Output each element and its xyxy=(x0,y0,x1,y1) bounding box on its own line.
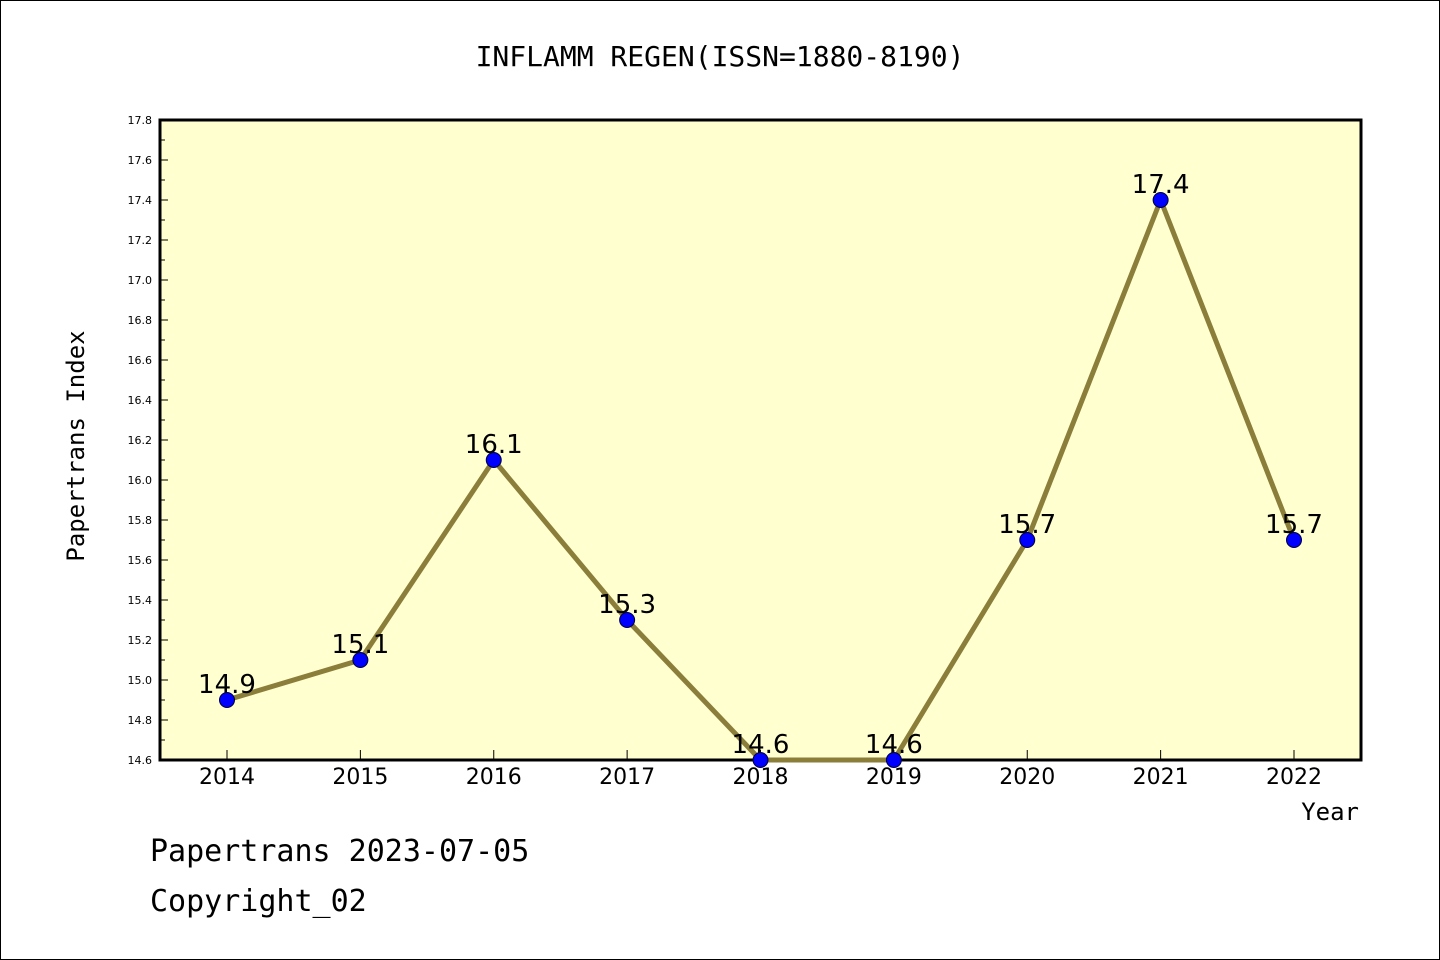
x-tick-label: 2016 xyxy=(466,765,522,790)
y-tick-label: 15.8 xyxy=(128,514,153,527)
y-tick-label: 16.0 xyxy=(128,474,153,487)
series xyxy=(219,192,1302,768)
data-label: 15.1 xyxy=(331,630,389,660)
x-tick-label: 2018 xyxy=(733,765,789,790)
data-point xyxy=(885,752,902,768)
x-tick-label: 2017 xyxy=(599,765,655,790)
footer-copyright: Copyright_02 xyxy=(150,884,367,919)
y-tick-label: 16.4 xyxy=(128,394,153,407)
y-axis-title: Papertrans Index xyxy=(62,330,90,561)
data-point xyxy=(1286,532,1302,548)
data-point xyxy=(352,652,369,668)
x-axis: 2014 2015 2016 2017 2018 2019 2020 2021 2022 xyxy=(199,750,1322,790)
y-tick-label: 17.8 xyxy=(128,114,153,127)
x-tick-label: 2022 xyxy=(1266,765,1322,790)
y-tick-label: 15.2 xyxy=(128,634,153,647)
x-axis-title: Year xyxy=(1301,798,1359,826)
y-tick-label: 17.4 xyxy=(128,194,153,207)
data-point xyxy=(1019,532,1036,548)
chart-title: INFLAMM REGEN(ISSN=1880-8190) xyxy=(476,40,965,73)
data-label: 16.1 xyxy=(465,430,523,460)
y-tick-label: 14.8 xyxy=(128,714,153,727)
data-label: 15.7 xyxy=(998,510,1056,540)
y-axis: 14.6 14.8 15.0 15.2 15.4 15.6 15.8 16.0 16.2 16.4… xyxy=(128,114,168,767)
footer-date: Papertrans 2023-07-05 xyxy=(150,834,530,869)
y-tick-label: 17.6 xyxy=(128,154,153,167)
y-tick-label: 14.6 xyxy=(128,754,153,767)
y-tick-label: 16.8 xyxy=(128,314,153,327)
y-tick-label: 15.6 xyxy=(128,554,153,567)
data-labels: 14.9 15.1 16.1 15.3 14.6 14.6 15.7 17.4 15.7 xyxy=(198,170,1323,760)
data-point xyxy=(485,452,502,468)
data-label: 15.7 xyxy=(1265,510,1323,540)
y-tick-label: 17.0 xyxy=(128,274,153,287)
data-point xyxy=(619,612,636,628)
x-tick-label: 2020 xyxy=(999,765,1055,790)
data-label: 15.3 xyxy=(598,590,656,620)
data-label: 14.9 xyxy=(198,670,256,700)
x-tick-label: 2019 xyxy=(866,765,922,790)
x-tick-label: 2021 xyxy=(1133,765,1189,790)
x-tick-label: 2014 xyxy=(199,765,255,790)
data-point xyxy=(219,692,235,708)
y-tick-label: 16.6 xyxy=(128,354,153,367)
y-tick-label: 15.4 xyxy=(128,594,153,607)
data-label: 17.4 xyxy=(1132,170,1190,200)
data-point xyxy=(752,752,769,768)
data-point xyxy=(1152,192,1169,208)
x-tick-label: 2015 xyxy=(332,765,388,790)
y-tick-label: 17.2 xyxy=(128,234,153,247)
y-tick-label: 16.2 xyxy=(128,434,153,447)
data-label: 14.6 xyxy=(732,730,790,760)
data-label: 14.6 xyxy=(865,730,923,760)
y-tick-label: 15.0 xyxy=(128,674,153,687)
